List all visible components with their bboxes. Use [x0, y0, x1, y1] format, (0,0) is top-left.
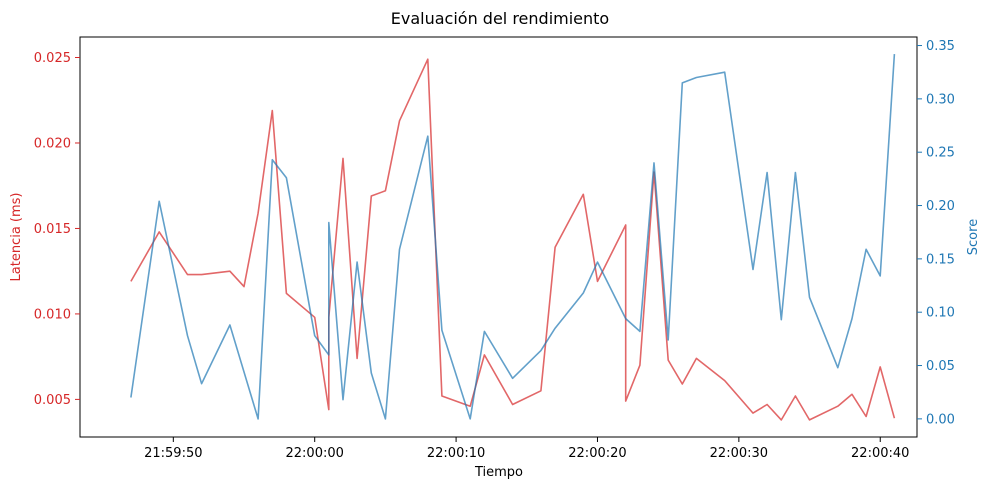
plot-frame	[79, 36, 918, 438]
right-y-axis-label: Score	[966, 219, 981, 255]
left-y-tick-label: 0.005	[34, 393, 71, 408]
score-series-line	[130, 54, 896, 420]
x-tick-label: 21:59:50	[144, 446, 202, 461]
left-y-axis-ticks: 0.005 0.010 0.015 0.020 0.025	[34, 51, 80, 408]
right-y-axis-ticks: 0.00 0.05 0.10 0.15 0.20 0.25 0.30 0.35	[917, 39, 955, 427]
left-y-tick-label: 0.020	[34, 136, 71, 151]
x-tick-label: 22:00:00	[286, 446, 344, 461]
left-y-tick-label: 0.015	[34, 222, 71, 237]
right-y-tick-label: 0.05	[926, 359, 955, 374]
right-y-tick-label: 0.35	[926, 39, 955, 54]
x-tick-label: 22:00:30	[710, 446, 768, 461]
plot-lines	[130, 54, 896, 421]
x-tick-label: 22:00:40	[851, 446, 909, 461]
x-axis-ticks: 21:59:50 22:00:00 22:00:10 22:00:20 22:00:30…	[144, 437, 909, 461]
right-y-tick-label: 0.20	[926, 199, 955, 214]
right-y-tick-label: 0.00	[926, 412, 955, 427]
chart-title: Evaluación del rendimiento	[391, 9, 609, 28]
left-y-tick-label: 0.010	[34, 307, 71, 322]
x-tick-label: 22:00:10	[427, 446, 485, 461]
latency-series-line	[130, 58, 896, 421]
x-axis-label: Tiempo	[474, 465, 523, 480]
right-y-tick-label: 0.30	[926, 92, 955, 107]
left-y-axis-label: Latencia (ms)	[9, 193, 24, 282]
right-y-tick-label: 0.15	[926, 252, 955, 267]
right-y-tick-label: 0.10	[926, 306, 955, 321]
right-y-tick-label: 0.25	[926, 146, 955, 161]
x-tick-label: 22:00:20	[568, 446, 626, 461]
left-y-tick-label: 0.025	[34, 51, 71, 66]
